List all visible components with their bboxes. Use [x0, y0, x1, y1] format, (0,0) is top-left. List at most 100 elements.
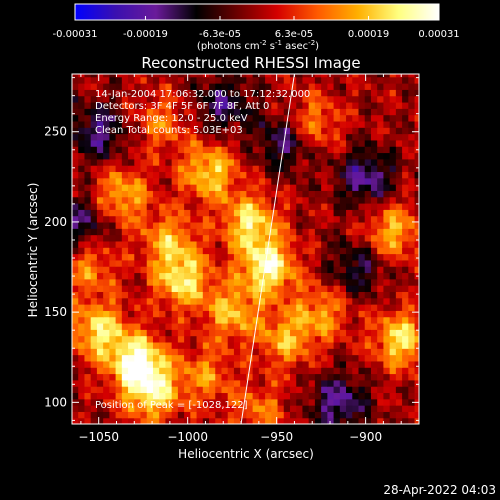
- heatmap-cell: [115, 247, 123, 255]
- heatmap-cell: [289, 285, 297, 292]
- heatmap-cell: [202, 247, 210, 255]
- heatmap-cell: [408, 139, 416, 147]
- heatmap-cell: [233, 278, 241, 286]
- heatmap-cell: [383, 291, 391, 299]
- heatmap-cell: [265, 114, 272, 122]
- heatmap-cell: [258, 367, 266, 375]
- heatmap-cell: [408, 272, 416, 280]
- heatmap-cell: [202, 76, 210, 84]
- heatmap-cell: [302, 373, 310, 381]
- heatmap-cell: [134, 234, 142, 242]
- heatmap-cell: [177, 367, 185, 375]
- heatmap-cell: [233, 247, 241, 255]
- heatmap-cell: [146, 234, 154, 242]
- heatmap-cell: [408, 120, 416, 128]
- heatmap-cell: [221, 76, 229, 84]
- heatmap-cell: [346, 240, 353, 248]
- heatmap-cell: [121, 221, 129, 229]
- heatmap-cell: [364, 259, 372, 267]
- heatmap-cell: [252, 184, 260, 191]
- heatmap-cell: [370, 247, 378, 255]
- heatmap-cell: [233, 304, 241, 311]
- heatmap-cell: [346, 139, 353, 147]
- heatmap-cell: [302, 386, 310, 394]
- heatmap-cell: [321, 266, 328, 274]
- heatmap-cell: [265, 272, 272, 280]
- heatmap-cell: [134, 108, 142, 116]
- heatmap-cell: [252, 240, 260, 248]
- colorbar-tick-label: 0.00019: [348, 29, 389, 40]
- heatmap-cell: [134, 114, 142, 122]
- heatmap-cell: [265, 259, 272, 267]
- heatmap-cell: [265, 190, 272, 198]
- heatmap-cell: [289, 405, 297, 412]
- heatmap-cell: [233, 209, 241, 217]
- heatmap-cell: [115, 310, 123, 318]
- heatmap-cell: [184, 304, 191, 311]
- heatmap-cell: [177, 177, 185, 185]
- heatmap-cell: [308, 240, 316, 248]
- heatmap-cell: [134, 158, 142, 166]
- heatmap-cell: [215, 234, 223, 242]
- heatmap-cell: [265, 152, 272, 160]
- heatmap-cell: [134, 310, 142, 318]
- heatmap-cell: [109, 398, 117, 406]
- heatmap-cell: [84, 335, 92, 343]
- heatmap-cell: [246, 310, 254, 318]
- heatmap-cell: [202, 253, 210, 261]
- heatmap-cell: [165, 392, 173, 400]
- heatmap-cell: [90, 184, 98, 191]
- heatmap-cell: [240, 196, 247, 204]
- heatmap-cell: [314, 310, 322, 318]
- heatmap-cell: [128, 272, 135, 280]
- heatmap-cell: [109, 83, 117, 90]
- heatmap-cell: [109, 285, 117, 292]
- heatmap-cell: [402, 95, 409, 103]
- heatmap-cell: [78, 196, 86, 204]
- heatmap-cell: [165, 411, 173, 419]
- heatmap-cell: [72, 373, 79, 381]
- heatmap-cell: [408, 146, 416, 154]
- heatmap-cell: [121, 184, 129, 191]
- heatmap-cell: [352, 74, 360, 78]
- heatmap-cell: [246, 285, 254, 292]
- heatmap-cell: [352, 240, 360, 248]
- heatmap-cell: [258, 417, 266, 424]
- heatmap-cell: [177, 76, 185, 84]
- heatmap-cell: [389, 114, 397, 122]
- heatmap-cell: [364, 360, 372, 368]
- heatmap-cell: [103, 221, 110, 229]
- heatmap-cell: [78, 114, 86, 122]
- heatmap-cell: [246, 184, 254, 191]
- heatmap-cell: [308, 417, 316, 424]
- heatmap-cell: [109, 322, 117, 330]
- heatmap-cell: [377, 101, 385, 109]
- heatmap-cell: [165, 348, 173, 356]
- heatmap-cell: [277, 322, 285, 330]
- heatmap-cell: [240, 152, 247, 160]
- heatmap-cell: [103, 316, 110, 324]
- heatmap-cell: [146, 266, 154, 274]
- heatmap-cell: [78, 304, 86, 311]
- heatmap-cell: [377, 95, 385, 103]
- heatmap-cell: [227, 240, 235, 248]
- heatmap-cell: [346, 348, 353, 356]
- heatmap-cell: [308, 392, 316, 400]
- heatmap-cell: [196, 316, 204, 324]
- heatmap-cell: [333, 240, 341, 248]
- heatmap-cell: [72, 146, 79, 154]
- heatmap-cell: [121, 411, 129, 419]
- heatmap-cell: [202, 373, 210, 381]
- heatmap-cell: [414, 367, 419, 375]
- heatmap-cell: [171, 171, 179, 179]
- heatmap-cell: [109, 146, 117, 154]
- heatmap-cell: [402, 127, 409, 135]
- heatmap-cell: [215, 95, 223, 103]
- heatmap-cell: [109, 367, 117, 375]
- heatmap-cell: [364, 139, 372, 147]
- heatmap-cell: [84, 266, 92, 274]
- heatmap-cell: [165, 272, 173, 280]
- heatmap-cell: [364, 184, 372, 191]
- heatmap-cell: [146, 316, 154, 324]
- heatmap-cell: [78, 322, 86, 330]
